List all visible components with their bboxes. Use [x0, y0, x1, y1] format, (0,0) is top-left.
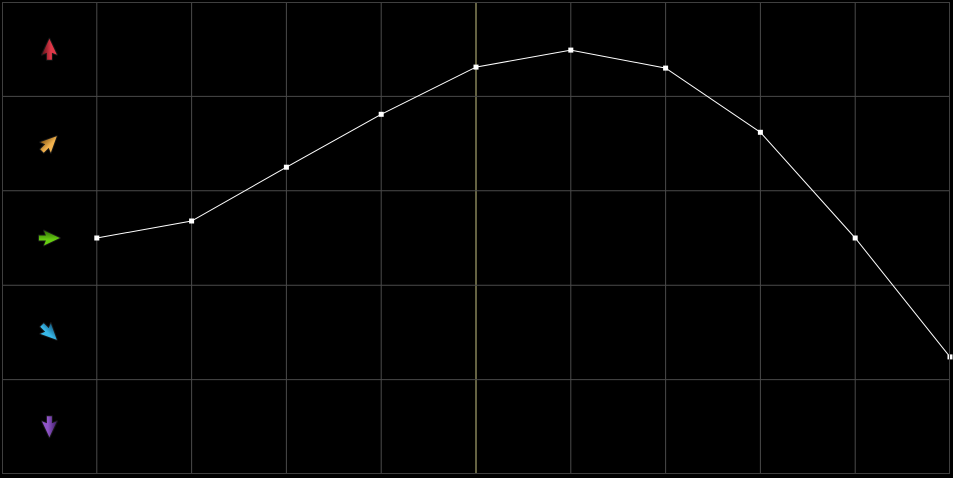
trend-falling-fast-arrow-icon [40, 415, 58, 439]
trend-falling-arrow-icon [39, 322, 58, 341]
data-point-marker [189, 218, 195, 224]
data-point-marker [757, 129, 763, 135]
series-layer [94, 47, 953, 360]
data-point-marker [852, 235, 858, 241]
trend-rising-arrow-icon [39, 135, 58, 154]
trend-falling-arrow-icon [39, 322, 58, 341]
trend-falling-fast-arrow-icon [40, 415, 58, 439]
data-point-marker [94, 235, 100, 241]
data-point-marker [568, 47, 574, 53]
trend-curve-line [96, 49, 951, 358]
data-point-marker [283, 164, 289, 170]
trend-rising-fast-arrow-icon [40, 37, 58, 61]
trend-steady-arrow-icon [37, 229, 61, 247]
data-point-marker [473, 64, 479, 70]
data-point-marker [378, 111, 384, 117]
trend-steady-arrow-icon [37, 229, 61, 247]
trend-rising-fast-arrow-icon [40, 37, 58, 61]
trend-icons-layer [37, 37, 61, 439]
trend-rising-arrow-icon [39, 135, 58, 154]
data-point-marker [663, 65, 669, 71]
